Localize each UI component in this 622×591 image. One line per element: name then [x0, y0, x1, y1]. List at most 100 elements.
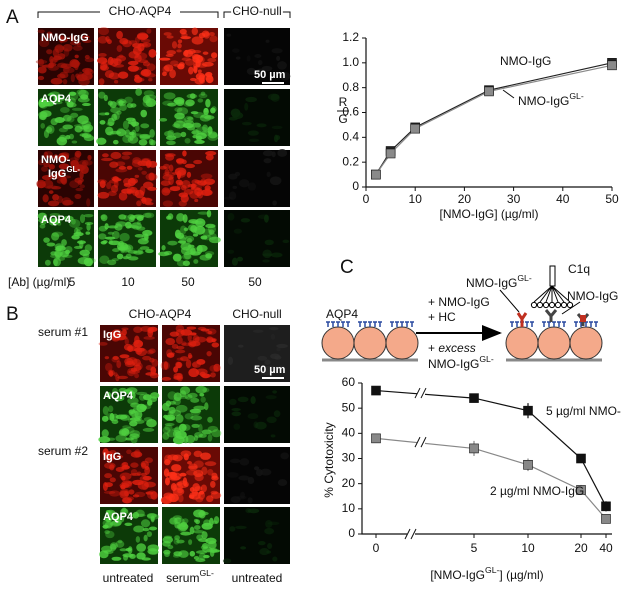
cell-texture	[118, 214, 127, 220]
cell-texture	[207, 469, 214, 476]
cell	[353, 326, 387, 360]
cell-texture	[190, 408, 201, 416]
cell-texture	[263, 158, 272, 164]
cell-texture	[128, 409, 136, 414]
row-label: IgG	[103, 329, 121, 341]
cell-texture	[161, 245, 166, 251]
cell-texture	[82, 102, 91, 107]
cell-texture	[40, 36, 46, 40]
cell-texture	[102, 153, 109, 158]
cell-texture	[235, 525, 247, 530]
aqp4-channel	[542, 321, 546, 327]
cell-texture	[98, 91, 106, 99]
cell-texture	[125, 253, 132, 259]
axis-break-gap	[407, 528, 415, 540]
cell-texture	[161, 187, 171, 196]
cell-texture	[164, 168, 170, 176]
cell-texture	[190, 415, 203, 421]
cell-texture	[49, 55, 54, 64]
cell-texture	[267, 521, 280, 526]
cell-texture	[79, 241, 84, 248]
header-bg	[100, 5, 180, 19]
cell-texture	[277, 479, 288, 486]
cell-texture	[193, 159, 203, 165]
row-label: AQP4	[41, 93, 72, 105]
cell-texture	[247, 497, 253, 504]
cell-texture	[141, 43, 148, 47]
cell-texture	[187, 183, 198, 188]
cell-texture	[98, 53, 107, 57]
cell-texture	[143, 534, 148, 542]
cell-texture	[146, 399, 153, 406]
cell-texture	[146, 419, 157, 428]
cell-texture	[136, 543, 147, 552]
micrograph	[35, 28, 95, 86]
aqp4-channel	[557, 321, 561, 327]
cell-texture	[62, 78, 68, 85]
cell-texture	[246, 55, 251, 62]
x-axis-label: [NMO-IgGGL-] (µg/ml)	[430, 565, 543, 582]
c1q-arm	[539, 285, 553, 303]
cell-texture	[140, 123, 150, 129]
aqp4-channel	[552, 321, 556, 327]
aqp4-channel	[373, 321, 377, 327]
cell-texture	[264, 527, 275, 535]
cell-texture	[121, 151, 133, 156]
cell-texture	[196, 63, 208, 68]
cell-texture	[203, 107, 209, 116]
series-label: 2 µg/ml NMO-IgG	[490, 484, 584, 498]
cell-texture	[273, 410, 281, 418]
cell-texture	[123, 554, 129, 561]
cell-texture	[172, 132, 182, 138]
cell-texture	[57, 53, 66, 60]
cell-texture	[227, 356, 234, 365]
cell-texture	[208, 32, 215, 37]
cell-texture	[266, 416, 277, 424]
cell-texture	[237, 396, 249, 403]
cell-texture	[173, 97, 185, 105]
axis-break	[414, 436, 427, 448]
cell-texture	[164, 250, 173, 256]
series-label: NMO-IgGGL-	[518, 91, 584, 108]
marker	[469, 393, 479, 403]
text-part: untreated	[103, 571, 154, 585]
scale-bar-label: 50 µm	[254, 69, 286, 81]
cell-texture	[188, 368, 200, 378]
cell-texture	[184, 137, 191, 144]
cell-texture	[205, 98, 211, 108]
cell-texture	[37, 29, 45, 34]
cell-texture	[187, 333, 192, 342]
panel-label: A	[6, 7, 19, 28]
cell-texture	[137, 33, 149, 40]
cell-texture	[172, 554, 181, 558]
c1q-head	[548, 301, 556, 309]
cell-texture	[47, 200, 60, 207]
cell-texture	[104, 482, 113, 488]
cell-texture	[99, 120, 106, 125]
cell-texture	[126, 449, 132, 455]
cell-texture	[116, 360, 122, 369]
y-tick-label: 0.6	[342, 105, 359, 119]
cell-texture	[86, 223, 91, 231]
cell-texture	[210, 480, 216, 488]
micrograph	[98, 210, 156, 267]
cell-texture	[58, 36, 68, 43]
cell-texture	[170, 60, 179, 66]
cell-texture	[162, 432, 170, 440]
cell-texture	[142, 212, 152, 218]
y-axis-label: % Cytotoxicity	[322, 422, 336, 497]
pointer	[561, 301, 581, 315]
cell-texture	[136, 403, 147, 413]
row-label: IgG	[103, 451, 121, 463]
cell-texture	[68, 91, 77, 96]
cell-texture	[101, 415, 109, 422]
cell-texture	[130, 367, 138, 372]
cell-texture	[141, 197, 153, 203]
cell-texture	[121, 475, 126, 481]
cell-texture	[186, 125, 195, 131]
cell-texture	[204, 461, 217, 467]
cell-texture	[127, 60, 139, 66]
cell-texture	[247, 130, 259, 136]
cell-texture	[254, 54, 262, 58]
cell-texture	[104, 70, 115, 79]
